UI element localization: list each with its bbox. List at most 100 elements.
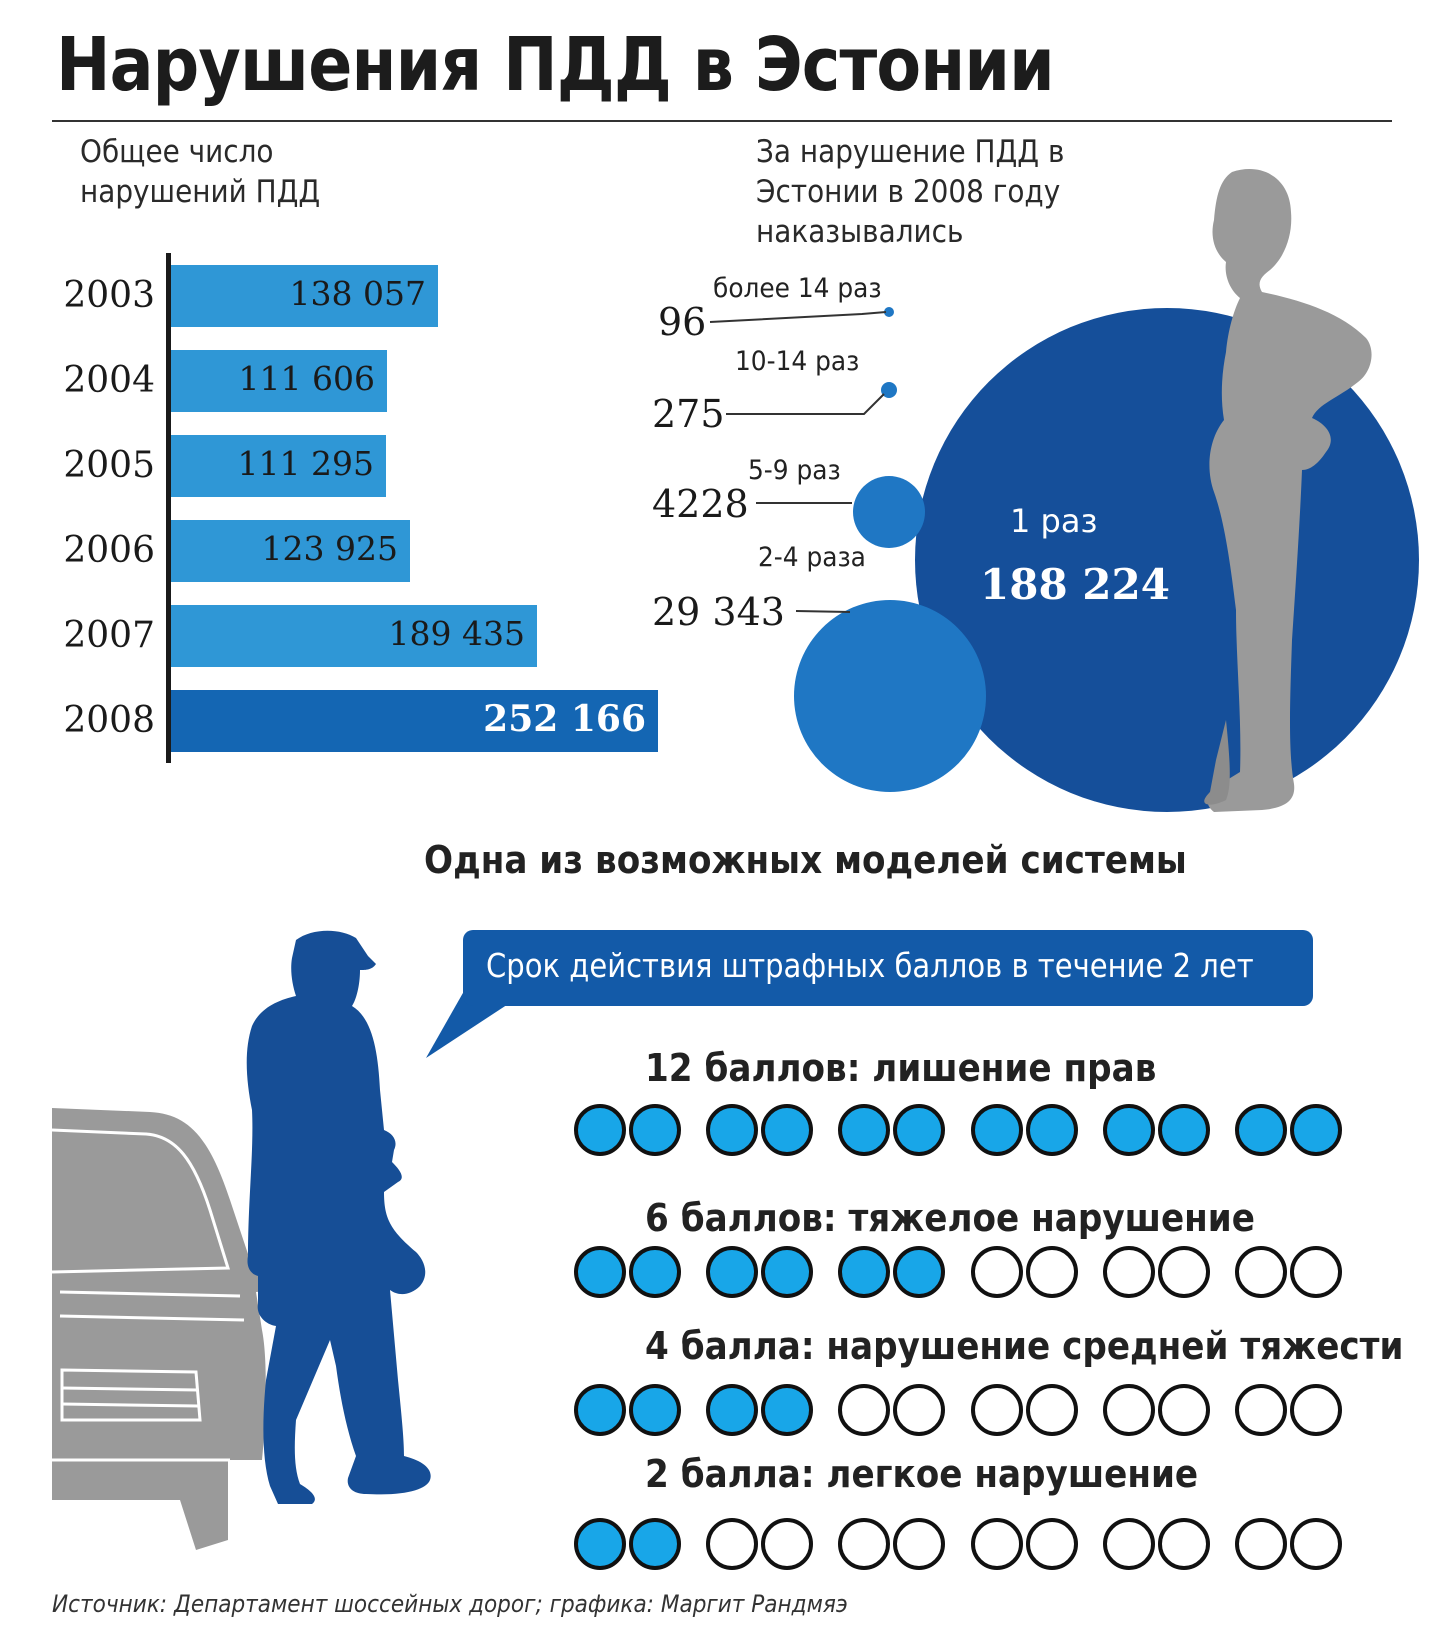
walking-man-silhouette-icon [246,930,431,1504]
penalty-point-filled [706,1384,758,1436]
penalty-point-filled [761,1384,813,1436]
tier-label: 2 балла: легкое нарушение [645,1452,1199,1496]
penalty-point-filled [574,1246,626,1298]
penalty-point-empty [971,1518,1023,1570]
bubble-label: 5-9 раз [748,455,841,486]
penalty-point-empty [1103,1518,1155,1570]
year-label: 2008 [63,700,155,741]
penalty-point-filled [838,1104,890,1156]
penalty-point-filled [971,1104,1023,1156]
tier-label: 4 балла: нарушение средней тяжести [645,1324,1404,1368]
bubble-label: более 14 раз [713,273,882,304]
penalty-point-empty [1290,1518,1342,1570]
bubble-count: 188 224 [980,560,1170,609]
penalty-point-filled [838,1246,890,1298]
penalty-point-empty [1235,1518,1287,1570]
penalty-point-filled [893,1246,945,1298]
illustration [51,930,560,1550]
penalty-point-empty [838,1384,890,1436]
year-label: 2006 [63,530,155,571]
penalty-point-empty [1235,1384,1287,1436]
penalty-point-filled [761,1246,813,1298]
bar-chart-axis [166,253,171,763]
bubble-count: 96 [658,300,707,344]
penalty-point-filled [706,1246,758,1298]
tier-label: 12 баллов: лишение прав [645,1046,1157,1090]
title-divider [52,120,1392,122]
bubble-label: 10-14 раз [735,346,860,377]
bar-value-label: 252 166 [483,698,646,740]
penalty-point-empty [1290,1384,1342,1436]
penalty-point-filled [1158,1104,1210,1156]
penalty-point-empty [761,1518,813,1570]
car-outline [51,1128,245,1462]
bubble-5-9-times [853,476,925,548]
year-label: 2005 [63,445,155,486]
penalty-point-filled [706,1104,758,1156]
bubble-count: 4228 [652,482,749,526]
bar-value-label: 138 057 [289,274,426,313]
penalty-point-empty [1290,1246,1342,1298]
penalty-point-empty [1026,1384,1078,1436]
bar-value-label: 123 925 [261,529,398,568]
penalty-point-filled [574,1384,626,1436]
leader-line-over-14 [709,311,887,323]
penalty-point-filled [1103,1104,1155,1156]
bar-value-label: 189 435 [388,614,525,653]
bar-2008: 252 166 [171,690,658,752]
penalty-point-filled [629,1246,681,1298]
year-label: 2004 [63,360,155,401]
bubble-label: 2-4 раза [758,542,866,573]
penalty-point-empty [893,1518,945,1570]
penalty-point-empty [1158,1518,1210,1570]
penalty-point-filled [629,1104,681,1156]
leader-line-2-4 [795,610,851,613]
source-note: Источник: Департамент шоссейных дорог; г… [52,1590,848,1618]
penalty-point-empty [706,1518,758,1570]
bar-value-label: 111 295 [237,444,374,483]
year-label: 2007 [63,615,155,656]
bar-2004: 111 606 [171,350,387,412]
penalty-point-empty [893,1384,945,1436]
leader-line-10-14 [726,393,885,415]
standing-man-silhouette-icon [1204,169,1372,813]
penalty-point-filled [761,1104,813,1156]
penalty-point-empty [971,1384,1023,1436]
validity-banner [463,930,1313,1006]
year-label: 2003 [63,275,155,316]
penalty-point-filled [893,1104,945,1156]
penalty-point-filled [1026,1104,1078,1156]
model-heading: Одна из возможных моделей системы [424,838,1187,882]
car-silhouette-icon [52,1108,275,1550]
penalty-point-filled [574,1104,626,1156]
page-title: Нарушения ПДД в Эстонии [56,22,1055,108]
bubble-2-4-times [794,600,986,792]
penalty-point-empty [971,1246,1023,1298]
penalty-point-filled [574,1518,626,1570]
penalty-point-empty [1103,1384,1155,1436]
penalty-point-filled [629,1518,681,1570]
penalty-point-empty [1103,1246,1155,1298]
penalty-point-filled [1235,1104,1287,1156]
bar-2005: 111 295 [171,435,386,497]
bubble-chart-title: За нарушение ПДД в Эстонии в 2008 году н… [756,134,1065,250]
penalty-point-empty [1026,1246,1078,1298]
bubble-10-14-times [881,382,897,398]
bubble-label: 1 раз [1010,502,1098,540]
penalty-point-empty [838,1518,890,1570]
bar-2003: 138 057 [171,265,438,327]
bar-chart-title: Общее число нарушений ПДД [80,134,321,210]
bubble-count: 275 [652,392,725,436]
penalty-point-empty [1026,1518,1078,1570]
bar-value-label: 111 606 [238,359,375,398]
bubble-over-14-times [884,307,894,317]
penalty-point-empty [1235,1246,1287,1298]
penalty-point-filled [1290,1104,1342,1156]
penalty-point-empty [1158,1384,1210,1436]
bubble-chart [709,169,1419,813]
tier-label: 6 баллов: тяжелое нарушение [645,1196,1255,1240]
bar-2007: 189 435 [171,605,537,667]
penalty-point-empty [1158,1246,1210,1298]
validity-text: Срок действия штрафных баллов в течение … [486,946,1254,985]
